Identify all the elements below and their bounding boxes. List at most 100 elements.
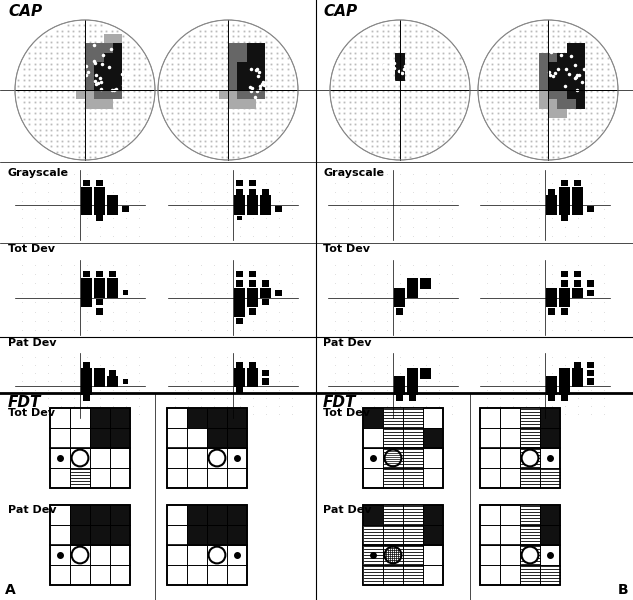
Circle shape [478, 20, 618, 160]
Circle shape [385, 449, 401, 466]
Bar [256, 90, 265, 100]
Bar [94, 71, 104, 80]
Bar [520, 545, 540, 565]
Bar [94, 53, 104, 62]
Text: Grayscale: Grayscale [8, 168, 69, 178]
Bar [548, 100, 557, 109]
Bar [561, 271, 568, 277]
Bar [403, 525, 423, 545]
Bar [249, 271, 256, 277]
Bar [247, 100, 256, 109]
Bar [557, 71, 567, 80]
Bar [560, 187, 570, 197]
Bar [394, 376, 404, 386]
Bar [104, 71, 113, 80]
Bar [546, 376, 556, 386]
Text: Tot Dev: Tot Dev [8, 408, 55, 418]
Bar [123, 290, 128, 295]
Bar [50, 408, 130, 488]
Bar [104, 62, 113, 71]
Bar [94, 187, 104, 197]
Bar [572, 187, 583, 197]
Bar [249, 308, 256, 314]
Bar [423, 525, 443, 545]
Bar [249, 180, 256, 186]
Bar [548, 109, 557, 118]
Bar [227, 525, 247, 545]
Bar [576, 62, 586, 71]
Bar [96, 271, 103, 277]
Bar [574, 280, 580, 287]
Bar [81, 287, 92, 298]
Bar [237, 71, 247, 80]
Bar [110, 408, 130, 428]
Bar [560, 196, 570, 206]
Bar [234, 368, 245, 379]
Bar [572, 376, 583, 386]
Bar [420, 368, 430, 379]
Bar [383, 408, 403, 428]
Bar [572, 287, 583, 298]
Bar [548, 62, 557, 71]
Bar [557, 90, 567, 100]
Text: FDT: FDT [323, 395, 356, 410]
Bar [363, 408, 443, 488]
Bar [228, 100, 237, 109]
Bar [207, 408, 227, 428]
Bar [520, 565, 540, 585]
Bar [263, 379, 268, 385]
Bar [403, 545, 423, 565]
Bar [574, 362, 580, 368]
Bar [81, 278, 92, 289]
Bar [227, 408, 247, 428]
Bar [557, 53, 567, 62]
Circle shape [330, 20, 470, 160]
Bar [113, 90, 122, 100]
Bar [576, 71, 586, 80]
Bar [81, 385, 92, 395]
Bar [113, 34, 122, 43]
Bar [227, 428, 247, 448]
Bar [248, 196, 258, 206]
Bar [94, 376, 104, 386]
Bar [104, 100, 113, 109]
Bar [540, 525, 560, 545]
Bar [587, 362, 594, 368]
Bar [236, 180, 242, 186]
Bar [85, 62, 94, 71]
Text: Tot Dev: Tot Dev [8, 244, 55, 254]
Bar [236, 318, 242, 324]
Bar [560, 287, 570, 298]
Bar [567, 62, 576, 71]
Bar [561, 308, 568, 314]
Circle shape [385, 547, 401, 563]
Bar [236, 189, 242, 195]
Bar [546, 196, 556, 206]
Bar [560, 385, 570, 395]
Circle shape [522, 449, 539, 466]
Bar [104, 53, 113, 62]
Bar [249, 189, 256, 195]
Bar [363, 408, 383, 428]
Bar [403, 468, 423, 488]
Bar [90, 408, 110, 428]
Bar [122, 206, 128, 212]
Bar [94, 368, 104, 379]
Bar [480, 408, 560, 488]
Bar [420, 278, 430, 289]
Bar [540, 505, 560, 525]
Bar [394, 385, 404, 395]
Bar [546, 297, 556, 307]
Bar [85, 71, 94, 80]
Bar [396, 395, 403, 401]
Bar [187, 505, 207, 525]
Bar [561, 215, 568, 221]
Bar [85, 80, 94, 90]
Bar [228, 90, 237, 100]
Bar [396, 71, 404, 80]
Bar [540, 565, 560, 585]
Bar [403, 408, 423, 428]
Bar [108, 287, 118, 298]
Bar [572, 204, 583, 215]
Bar [403, 448, 423, 468]
